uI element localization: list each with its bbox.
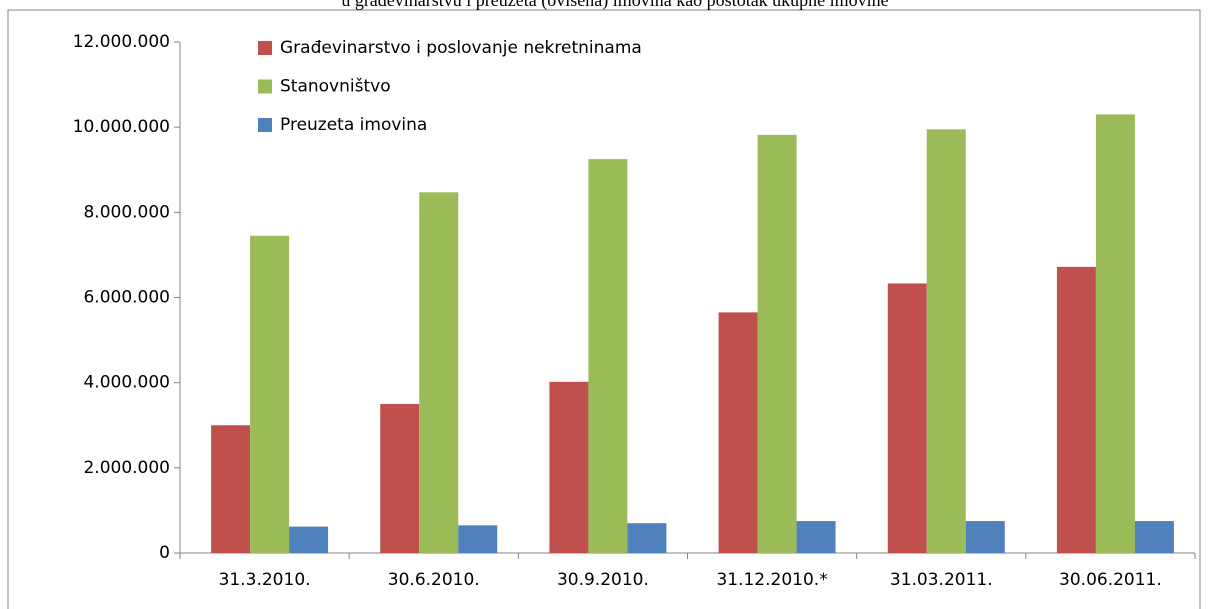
y-tick-label: 2.000.000 — [83, 458, 170, 478]
y-tick-label: 4.000.000 — [83, 373, 170, 393]
y-tick-label: 6.000.000 — [83, 288, 170, 308]
y-tick-label: 10.000.000 — [73, 117, 170, 137]
bar — [757, 134, 797, 553]
legend-label: Stanovništvo — [280, 77, 391, 97]
y-tick-label: 0 — [159, 543, 170, 563]
bar — [1134, 521, 1174, 553]
x-tick-label: 30.6.2010. — [388, 570, 480, 590]
chart-title: u građevinarstvu i preuzeta (ovisena) im… — [341, 0, 888, 11]
x-tick-label: 31.12.2010.* — [716, 570, 827, 590]
x-tick-label: 30.06.2011. — [1059, 570, 1162, 590]
y-tick-label: 8.000.000 — [83, 202, 170, 222]
bar — [1095, 114, 1135, 554]
bar — [549, 381, 589, 553]
bar — [211, 425, 251, 553]
bar — [380, 403, 420, 553]
bar — [458, 525, 498, 553]
legend-swatch — [258, 79, 272, 94]
legend-label: Preuzeta imovina — [280, 115, 427, 135]
x-tick-label: 30.9.2010. — [557, 570, 649, 590]
bar — [588, 159, 628, 553]
y-tick-label: 12.000.000 — [73, 32, 170, 52]
x-tick-label: 31.3.2010. — [219, 570, 311, 590]
bar — [250, 235, 290, 554]
bar — [887, 283, 927, 553]
bar — [627, 523, 667, 553]
bar — [1056, 266, 1096, 553]
bar — [718, 312, 758, 553]
legend-swatch — [258, 41, 272, 55]
legend-label: Građevinarstvo i poslovanje nekretninama — [280, 38, 642, 58]
bar — [796, 521, 836, 553]
bar — [965, 521, 1005, 553]
bar — [419, 192, 459, 554]
legend-swatch — [258, 118, 272, 132]
x-tick-label: 31.03.2011. — [890, 570, 993, 590]
bar — [926, 129, 966, 553]
bar — [289, 526, 329, 553]
